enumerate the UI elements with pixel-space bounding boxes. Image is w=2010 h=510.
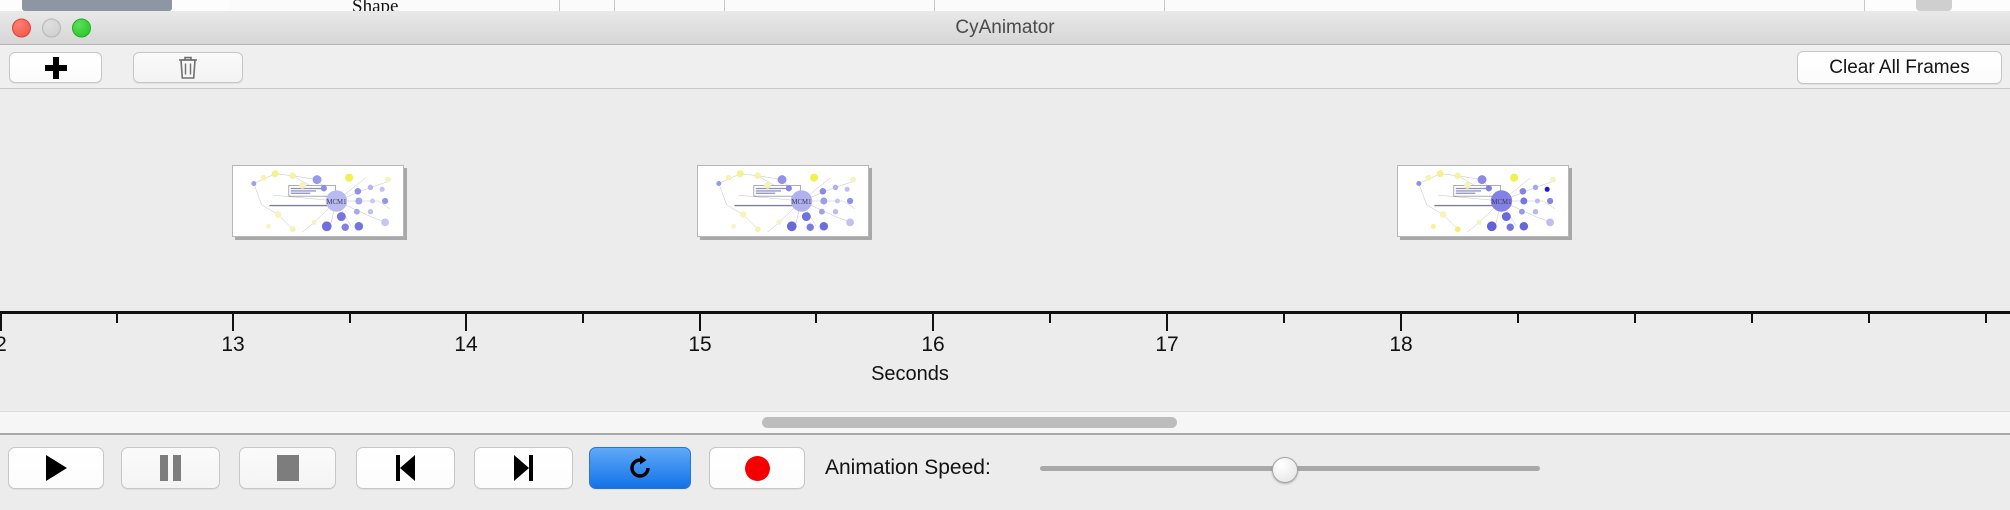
ruler-tick xyxy=(582,314,584,323)
svg-text:MCM1: MCM1 xyxy=(791,199,811,206)
loop-icon xyxy=(630,455,650,478)
ruler-tick xyxy=(1400,314,1402,331)
clear-all-frames-label: Clear All Frames xyxy=(1829,56,1970,78)
ruler-tick xyxy=(349,314,351,323)
play-button[interactable] xyxy=(8,447,104,489)
play-icon xyxy=(45,455,67,481)
plus-icon xyxy=(44,56,67,79)
delete-frame-button[interactable] xyxy=(133,52,243,83)
ruler-tick xyxy=(1634,314,1636,323)
close-window-button[interactable] xyxy=(12,18,31,37)
frame-thumbnail[interactable]: MCM1 xyxy=(1397,165,1569,237)
ruler-tick-label: 17 xyxy=(1155,333,1179,356)
ruler-tick xyxy=(1985,314,1987,323)
background-dark-tab xyxy=(22,0,172,11)
frame-thumbnail[interactable]: MCM1 xyxy=(232,165,404,237)
loop-button[interactable] xyxy=(589,447,691,489)
ruler-tick-label: 15 xyxy=(688,333,712,356)
skip-ahead-icon xyxy=(514,455,533,481)
pause-icon xyxy=(160,455,181,481)
ruler-tick xyxy=(116,314,118,323)
frames-track[interactable]: MCM1 xyxy=(0,89,2010,311)
ruler-tick-label: 16 xyxy=(921,333,945,356)
ruler-tick xyxy=(1049,314,1051,323)
ruler-tick xyxy=(815,314,817,323)
trash-icon xyxy=(179,56,197,79)
prev-frame-button[interactable] xyxy=(356,447,455,489)
animation-speed-label: Animation Speed: xyxy=(825,456,991,479)
ruler-tick-label: 2 xyxy=(0,333,7,356)
network-preview: MCM1 xyxy=(1416,170,1556,233)
axis-title: Seconds xyxy=(871,363,949,385)
frame-thumbnail[interactable]: MCM1 xyxy=(697,165,869,237)
title-bar: CyAnimator xyxy=(0,11,2010,45)
scrollbar-thumb[interactable] xyxy=(762,417,1177,428)
pause-button[interactable] xyxy=(121,447,220,489)
network-preview: MCM1 xyxy=(251,170,391,233)
background-scrollbar xyxy=(1916,0,1952,11)
record-button[interactable] xyxy=(709,447,805,489)
ruler-tick xyxy=(1517,314,1519,323)
ruler-tick-label: 13 xyxy=(221,333,245,356)
stop-icon xyxy=(276,455,299,481)
ruler-tick xyxy=(699,314,701,331)
ruler-tick-label: 14 xyxy=(454,333,478,356)
add-frame-button[interactable] xyxy=(9,52,102,83)
network-preview: MCM1 xyxy=(716,170,856,233)
stop-button[interactable] xyxy=(239,447,336,489)
ruler-tick xyxy=(932,314,934,331)
ruler-baseline xyxy=(0,311,2010,314)
ruler-tick xyxy=(1283,314,1285,323)
ruler-tick xyxy=(0,314,2,331)
playback-bar: Animation Speed: xyxy=(0,433,2010,510)
time-ruler[interactable]: 2 13 14 15 16 17 18 Seconds xyxy=(0,311,2010,389)
ruler-tick xyxy=(465,314,467,331)
window-title: CyAnimator xyxy=(955,17,1055,38)
timeline-panel[interactable]: MCM1 xyxy=(0,89,2010,419)
minimize-window-button[interactable] xyxy=(42,18,61,37)
record-icon xyxy=(744,455,770,481)
ruler-tick xyxy=(232,314,234,331)
svg-text:MCM1: MCM1 xyxy=(326,199,346,206)
animation-speed-slider-thumb[interactable] xyxy=(1272,457,1298,483)
timeline-scrollbar[interactable] xyxy=(0,411,2010,433)
ruler-tick xyxy=(1751,314,1753,323)
next-frame-button[interactable] xyxy=(474,447,573,489)
skip-back-icon xyxy=(396,455,415,481)
toolbar: Clear All Frames xyxy=(0,45,2010,89)
ruler-tick xyxy=(1166,314,1168,331)
ruler-tick xyxy=(1868,314,1870,323)
ruler-tick-label: 18 xyxy=(1389,333,1413,356)
zoom-window-button[interactable] xyxy=(72,18,91,37)
svg-text:MCM1: MCM1 xyxy=(1491,199,1511,206)
clear-all-frames-button[interactable]: Clear All Frames xyxy=(1797,51,2002,84)
